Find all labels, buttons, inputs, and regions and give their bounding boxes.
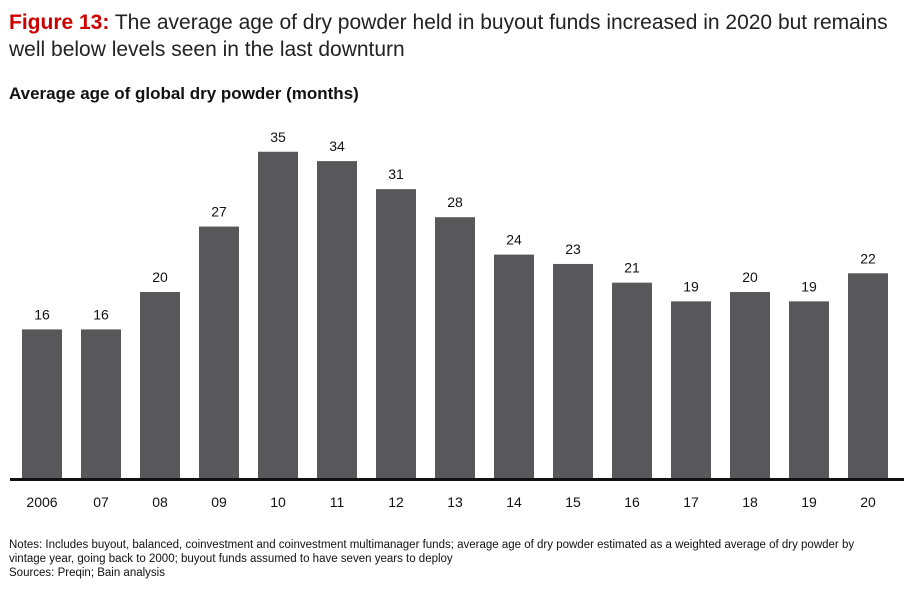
bar-19 bbox=[789, 301, 829, 479]
bar-11 bbox=[317, 161, 357, 479]
sources-text: Sources: Preqin; Bain analysis bbox=[9, 567, 165, 579]
data-label-07: 16 bbox=[93, 306, 109, 322]
data-label-19: 19 bbox=[801, 278, 817, 294]
x-tick-label-18: 18 bbox=[742, 494, 758, 510]
data-label-13: 28 bbox=[447, 194, 463, 210]
figure-title: Figure 13: The average age of dry powder… bbox=[9, 9, 901, 63]
data-label-16: 21 bbox=[624, 260, 640, 276]
data-label-17: 19 bbox=[683, 278, 699, 294]
x-tick-label-12: 12 bbox=[388, 494, 404, 510]
bar-14 bbox=[494, 254, 534, 479]
figure-number: Figure 13: bbox=[9, 11, 110, 34]
figure-heading-text: The average age of dry powder held in bu… bbox=[9, 11, 888, 61]
x-tick-label-15: 15 bbox=[565, 494, 581, 510]
x-tick-label-14: 14 bbox=[506, 494, 522, 510]
x-tick-label-17: 17 bbox=[683, 494, 699, 510]
chart-title: Average age of global dry powder (months… bbox=[9, 84, 359, 103]
x-tick-label-10: 10 bbox=[270, 494, 286, 510]
x-tick-label-2006: 2006 bbox=[26, 494, 57, 510]
bar-20 bbox=[848, 273, 888, 479]
bar-07 bbox=[81, 329, 121, 479]
x-tick-label-07: 07 bbox=[93, 494, 109, 510]
x-tick-label-11: 11 bbox=[330, 494, 345, 510]
x-tick-label-16: 16 bbox=[624, 494, 640, 510]
bar-09 bbox=[199, 226, 239, 479]
data-label-10: 35 bbox=[270, 129, 286, 145]
data-label-12: 31 bbox=[388, 166, 404, 182]
notes-section: Notes: Includes buyout, balanced, coinve… bbox=[9, 538, 889, 580]
x-tick-label-09: 09 bbox=[211, 494, 227, 510]
notes-text: Notes: Includes buyout, balanced, coinve… bbox=[9, 539, 855, 565]
data-label-15: 23 bbox=[565, 241, 581, 257]
data-labels-layer: 16 16 20 27 35 34 31 28 24 23 21 19 20 19 22 bbox=[34, 129, 876, 323]
bar-10 bbox=[258, 151, 298, 479]
bar-16 bbox=[612, 282, 652, 479]
x-tick-label-08: 08 bbox=[152, 494, 168, 510]
data-label-14: 24 bbox=[506, 232, 522, 248]
bar-13 bbox=[435, 217, 475, 479]
data-label-2006: 16 bbox=[34, 306, 50, 322]
bar-18 bbox=[730, 292, 770, 479]
data-label-20: 22 bbox=[860, 250, 876, 266]
x-tick-label-20: 20 bbox=[860, 494, 876, 510]
bar-15 bbox=[553, 263, 593, 479]
bars-layer bbox=[22, 151, 888, 479]
bar-2006 bbox=[22, 329, 62, 479]
bar-12 bbox=[376, 189, 416, 479]
x-tick-label-19: 19 bbox=[801, 494, 817, 510]
bar-17 bbox=[671, 301, 711, 479]
bar-08 bbox=[140, 292, 180, 479]
data-label-18: 20 bbox=[742, 269, 758, 285]
x-tick-labels-layer: 2006 07 08 09 10 11 12 13 14 15 16 17 18 19 20 bbox=[26, 494, 876, 510]
x-tick-label-13: 13 bbox=[447, 494, 463, 510]
data-label-08: 20 bbox=[152, 269, 168, 285]
bar-chart: 16 16 20 27 35 34 31 28 24 23 21 19 20 19 22 2006 07 08 0… bbox=[10, 129, 904, 510]
data-label-11: 34 bbox=[329, 138, 345, 154]
data-label-09: 27 bbox=[211, 204, 227, 220]
